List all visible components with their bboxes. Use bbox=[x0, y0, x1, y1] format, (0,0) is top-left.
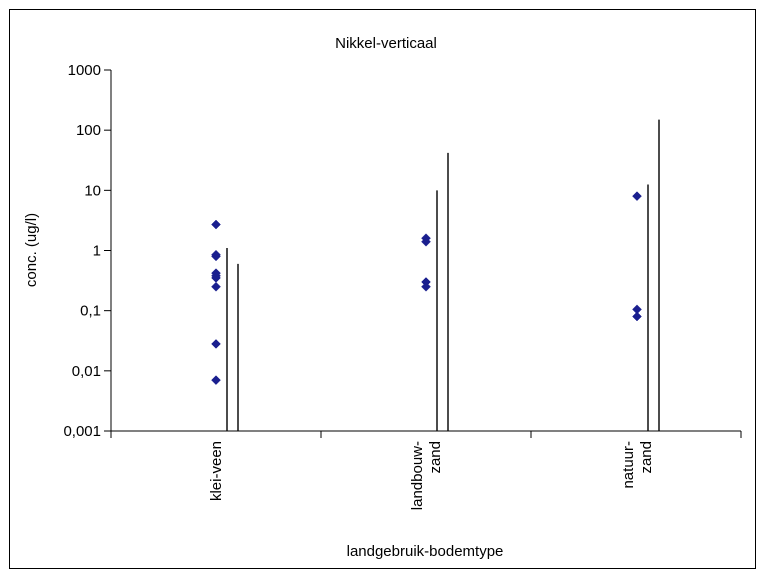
x-category-label: zand bbox=[427, 441, 444, 474]
y-axis-title: conc. (ug/l) bbox=[23, 213, 40, 287]
y-tick-label: 100 bbox=[76, 122, 101, 139]
x-axis-title: landgebruik-bodemtype bbox=[347, 543, 504, 560]
data-point bbox=[632, 191, 642, 202]
data-point bbox=[421, 281, 431, 292]
chart-title: Nikkel-verticaal bbox=[335, 35, 437, 52]
data-point bbox=[211, 375, 221, 386]
data-point bbox=[421, 236, 431, 247]
y-tick-label: 0,01 bbox=[72, 363, 101, 380]
x-category-label: natuur- bbox=[620, 441, 637, 489]
plot-layer: 1000 100 10 1 0,1 0,01 0,001 klei-veen landbouw-… bbox=[63, 62, 742, 510]
chart-frame bbox=[9, 9, 756, 569]
y-tick-label: 1 bbox=[93, 243, 101, 260]
data-point bbox=[211, 251, 221, 262]
y-tick-label: 0,1 bbox=[80, 303, 101, 320]
y-tick-label: 1000 bbox=[68, 62, 101, 79]
x-category-label: zand bbox=[638, 441, 655, 474]
y-tick-label: 10 bbox=[84, 182, 101, 199]
x-category-label: landbouw- bbox=[409, 441, 426, 510]
x-category-label: klei-veen bbox=[208, 441, 225, 501]
data-point bbox=[211, 219, 221, 230]
y-tick-label: 0,001 bbox=[63, 423, 101, 440]
data-point bbox=[211, 281, 221, 292]
data-point bbox=[211, 339, 221, 349]
data-point bbox=[632, 311, 642, 322]
